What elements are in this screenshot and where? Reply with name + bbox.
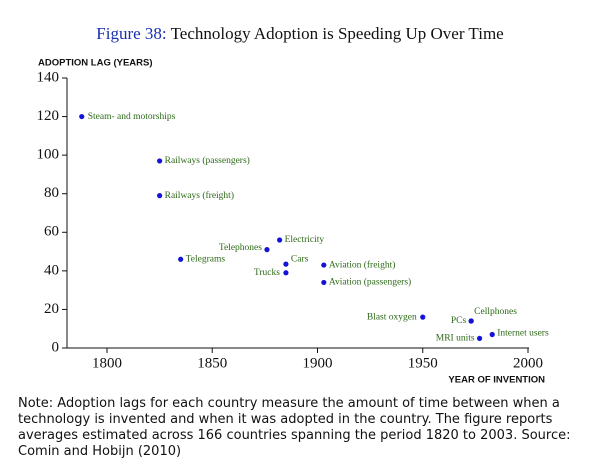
x-tick-label: 1950: [408, 355, 438, 371]
point-label: Blast oxygen: [367, 312, 417, 322]
point: [283, 270, 289, 276]
chart-title: Technology Adoption is Speeding Up Over …: [171, 24, 504, 43]
x-tick-label: 2000: [513, 355, 543, 371]
point-label: Aviation (passengers): [329, 277, 411, 288]
point: [321, 262, 327, 268]
y-tick-label: 20: [44, 301, 59, 317]
point: [489, 331, 495, 338]
point-label: Steam- and motorships: [88, 112, 176, 122]
note: Note: Adoption lags for each country mea…: [18, 396, 571, 459]
point: [157, 158, 163, 164]
point-label: Internet users: [497, 329, 549, 339]
x-tick-label: 1800: [92, 355, 122, 371]
point: [321, 279, 327, 286]
point-label: Telegrams: [186, 254, 226, 264]
point-label: Aviation (freight): [329, 259, 396, 270]
point: [157, 193, 163, 199]
y-tick-label: 140: [37, 69, 60, 85]
x-axis-label: YEAR OF INVENTION: [448, 375, 545, 386]
point-label: Trucks: [254, 268, 280, 278]
point: [277, 237, 283, 243]
point: [283, 261, 289, 267]
y-tick-label: 80: [44, 185, 59, 201]
chart-title-group: Figure 38: Technology Adoption is Speedi…: [96, 24, 503, 43]
point-label: Railways (passengers): [165, 155, 250, 166]
y-tick-label: 120: [37, 108, 60, 124]
point: [79, 113, 85, 120]
point-label: MRI units: [436, 334, 475, 344]
point: [264, 247, 270, 253]
x-tick-label: 1900: [302, 355, 332, 371]
point-label: PCs: [451, 316, 467, 326]
point: [468, 318, 474, 324]
point-label: Railways (freight): [165, 190, 234, 201]
point: [178, 256, 184, 262]
y-tick-label: 60: [44, 224, 59, 240]
chart: Figure 38: Technology Adoption is Speedi…: [37, 24, 549, 386]
y-tick-label: 40: [44, 262, 59, 278]
y-tick-label: 0: [52, 339, 60, 355]
point-label: Cellphones: [474, 307, 517, 317]
y-tick-label: 100: [37, 147, 60, 163]
point-label: Electricity: [285, 235, 325, 245]
point: [476, 335, 483, 341]
point-label: Telephones: [219, 243, 262, 253]
point-label: Cars: [291, 254, 309, 264]
point: [420, 314, 426, 320]
x-tick-label: 1850: [197, 355, 227, 371]
y-axis-label: ADOPTION LAG (YEARS): [38, 58, 153, 69]
figure-label: Figure 38:: [96, 24, 166, 43]
